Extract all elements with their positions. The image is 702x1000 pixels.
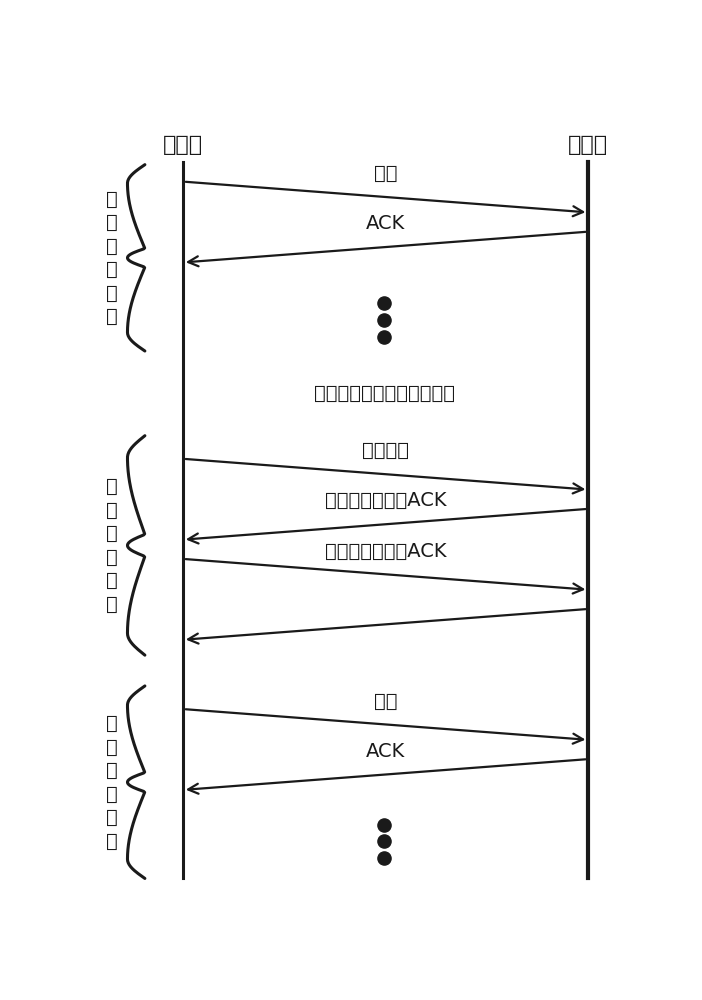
Text: 配
置
协
商
状
态: 配 置 协 商 状 态 bbox=[107, 477, 118, 614]
Text: 数据: 数据 bbox=[374, 692, 397, 711]
Point bbox=[378, 850, 390, 866]
Text: ACK: ACK bbox=[366, 214, 405, 233]
Text: 接收机: 接收机 bbox=[568, 135, 609, 155]
Text: 数据: 数据 bbox=[374, 164, 397, 183]
Text: 接收机配置成功ACK: 接收机配置成功ACK bbox=[325, 541, 446, 560]
Text: 正
常
通
信
状
态: 正 常 通 信 状 态 bbox=[107, 714, 118, 850]
Text: 误帧率高于指标或一直为零: 误帧率高于指标或一直为零 bbox=[314, 384, 455, 403]
Text: 配置参数: 配置参数 bbox=[362, 441, 409, 460]
Text: ACK: ACK bbox=[366, 742, 405, 761]
Point bbox=[378, 833, 390, 849]
Point bbox=[378, 295, 390, 311]
Point bbox=[378, 817, 390, 833]
Point bbox=[378, 312, 390, 328]
Text: 正
常
通
信
状
态: 正 常 通 信 状 态 bbox=[107, 190, 118, 326]
Text: 发射机配置成功ACK: 发射机配置成功ACK bbox=[325, 491, 446, 510]
Point bbox=[378, 329, 390, 345]
Text: 发射机: 发射机 bbox=[163, 135, 203, 155]
